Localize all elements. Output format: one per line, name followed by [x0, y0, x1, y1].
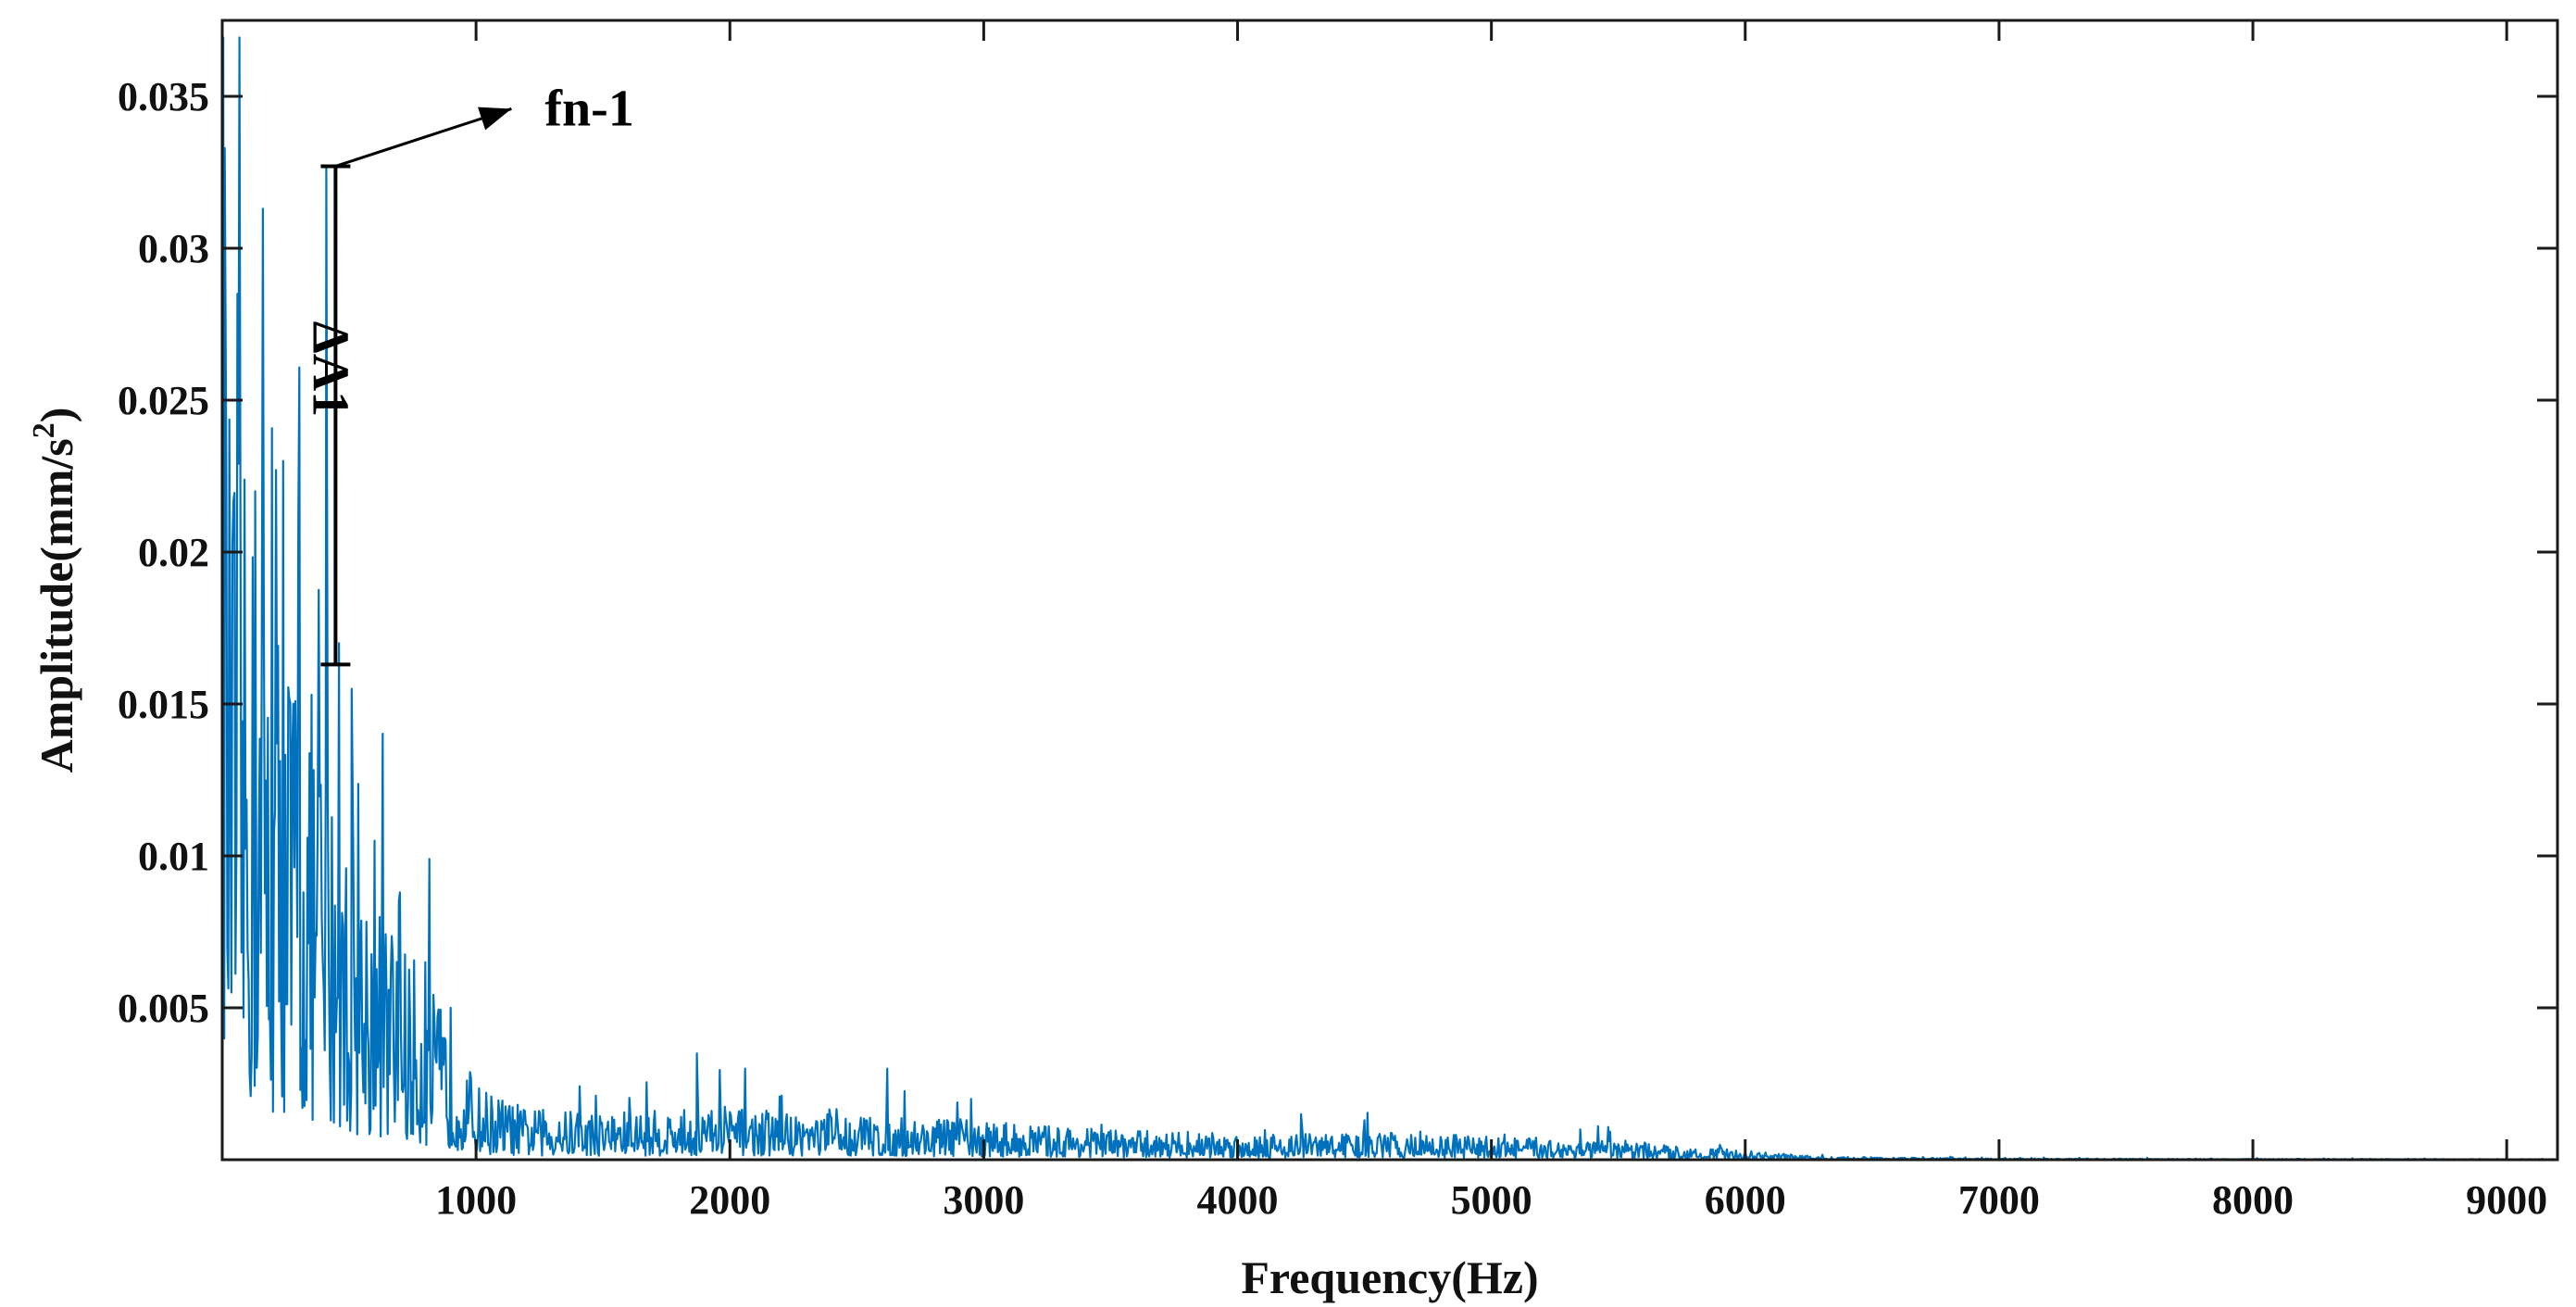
ticks-layer: 1000 2000 3000 4000 5000 6000 7000 8000 9000 0.00…: [118, 20, 2557, 1223]
x-tick-label: 4000: [1197, 1177, 1279, 1223]
y-tick-label: 0.02: [138, 530, 209, 575]
fn-arrow-head: [478, 107, 512, 131]
annotation-layer: fn-1 ΔA1: [301, 80, 634, 667]
y-tick-label: 0.025: [118, 378, 209, 423]
y-tick-label: 0.005: [118, 986, 209, 1031]
x-tick-label: 5000: [1451, 1177, 1532, 1223]
x-tick-label: 7000: [1958, 1177, 2040, 1223]
y-tick-label: 0.03: [138, 226, 209, 271]
x-tick-label: 3000: [943, 1177, 1024, 1223]
x-tick-label: 8000: [2212, 1177, 2294, 1223]
y-axis-title-superscript: 2: [27, 422, 61, 438]
y-tick-label: 0.035: [118, 74, 209, 119]
peak-annotation-label: fn-1: [544, 80, 633, 137]
y-tick-label: 0.01: [138, 834, 209, 879]
x-tick-label: 1000: [435, 1177, 517, 1223]
delta-annotation-label: ΔA1: [301, 321, 358, 418]
plot-frame: [220, 19, 2559, 1162]
x-tick-label: 9000: [2466, 1177, 2547, 1223]
x-axis-title: Frequency(Hz): [1241, 1251, 1538, 1303]
y-tick-label: 0.015: [118, 682, 209, 727]
x-tick-label: 6000: [1705, 1177, 1786, 1223]
x-tick-label: 2000: [689, 1177, 770, 1223]
y-axis-title-main: Amplitude(mm/s: [31, 438, 82, 773]
y-axis-title-close: ): [31, 408, 82, 423]
y-axis-title: Amplitude(mm/s2): [27, 408, 82, 773]
